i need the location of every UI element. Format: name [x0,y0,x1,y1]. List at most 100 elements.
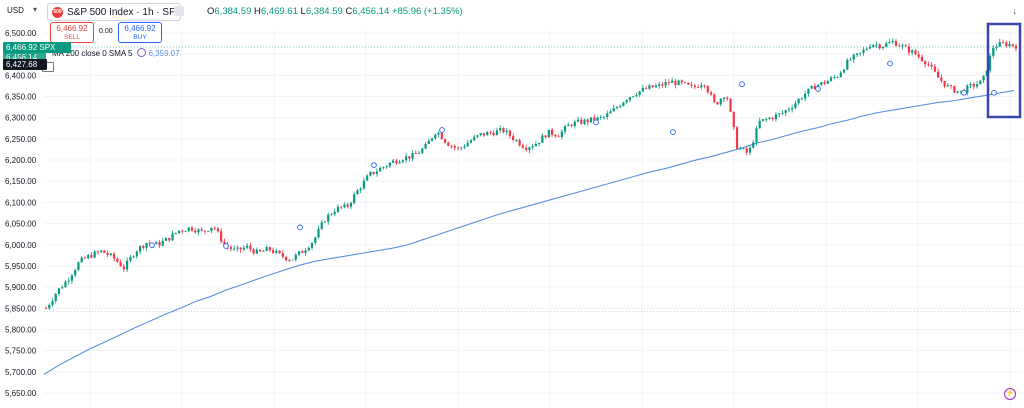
candle-body [61,287,64,289]
candle-body [1005,42,1008,46]
candle-body [576,119,580,122]
candle-body [194,230,197,233]
candle-body [414,153,417,154]
y-tick-label: 5,700.00 [5,368,37,377]
candle-body [966,85,969,93]
candle-body [885,43,888,47]
event-marker [961,89,967,96]
eye-icon[interactable] [136,48,146,57]
candle-body [891,40,894,43]
candle-body [813,85,816,90]
candle-body [924,61,927,65]
y-tick-label: 6,350.00 [5,93,37,102]
candle-body [550,129,554,135]
candle-body [255,249,258,254]
candle-body [648,85,651,89]
candle-body [745,148,748,153]
candle-body [940,77,943,81]
candle-body [203,230,207,232]
candle-body [430,138,434,141]
high-value: 6,469.61 [260,6,298,17]
candle-body [914,50,917,55]
candle-body [622,102,625,107]
candle-body [116,258,119,263]
buy-button[interactable]: 6,466.92 BUY [118,22,162,43]
low-value: 6,384.59 [305,6,343,17]
candle-body [752,142,755,148]
candle-body [249,245,252,250]
candle-body [975,84,979,87]
candle-body [297,251,301,255]
candle-body [434,134,437,139]
y-tick-label: 5,800.00 [5,325,37,334]
candle-body [956,91,959,93]
candle-body [677,80,680,86]
sell-button[interactable]: 6,466.92 SELL [50,22,94,43]
candle-body [333,211,336,215]
event-marker [371,162,377,168]
candle-body [109,253,112,255]
candle-body [596,117,599,121]
candle-body [557,136,560,138]
candle-body [525,147,528,151]
more-dots-icon[interactable] [174,6,184,16]
spread-value: 0.00 [99,28,113,35]
candle-body [278,250,281,254]
candle-body [80,257,83,263]
candle-body [547,129,550,138]
symbol-selector[interactable]: 500 S&P 500 Index · 1h · SP [47,3,181,21]
candle-body [706,86,709,93]
candle-body [1011,44,1014,46]
candle-body [674,80,677,86]
y-tick-label: 5,950.00 [5,262,37,271]
candle-body [632,96,635,98]
candle-body [70,275,74,281]
scroll-down-icon[interactable]: ↓ [1012,6,1018,16]
candle-body [771,117,774,120]
candle-body [379,168,382,172]
candle-body [476,135,479,137]
candle-body [129,257,132,261]
candle-body [327,214,330,222]
candle-body [768,117,771,119]
candle-body [486,132,489,136]
candle-body [687,82,690,85]
candle-body [482,133,486,136]
candle-body [872,44,875,47]
y-tick-label: 5,900.00 [5,283,37,292]
candle-body [411,153,414,159]
candle-body [732,111,735,128]
candle-body [748,147,752,153]
candle-body [177,230,181,234]
ma-price-tag: 6,427.68 [3,59,47,70]
candle-body [518,139,521,146]
candle-body [353,194,356,203]
candle-body [645,87,648,89]
candle-body [495,130,499,136]
candle-body [408,156,411,159]
candle-body [804,93,807,99]
candle-body [959,90,962,92]
candle-body [119,262,122,267]
candle-body [1001,42,1005,43]
candle-body [846,59,849,70]
candle-body [307,247,310,251]
candle-body [739,148,742,150]
lightning-icon[interactable]: ⚡ [1004,388,1016,400]
candle-body [904,45,907,47]
y-tick-label: 6,200.00 [5,156,37,165]
candle-body [74,270,77,276]
ma-legend[interactable]: MA 200 close 0 SMA 5 6,359.07 [52,48,180,58]
candle-body [937,71,940,78]
currency-label[interactable]: USD [7,6,24,15]
chevron-down-icon[interactable]: ▾ [33,5,38,14]
candle-body [187,227,190,232]
candle-body [988,55,992,71]
candle-body [450,145,453,147]
candle-body [888,42,891,44]
candle-body [271,250,275,253]
candle-body [456,147,460,149]
candle-body [77,262,80,271]
candle-body [761,119,765,121]
